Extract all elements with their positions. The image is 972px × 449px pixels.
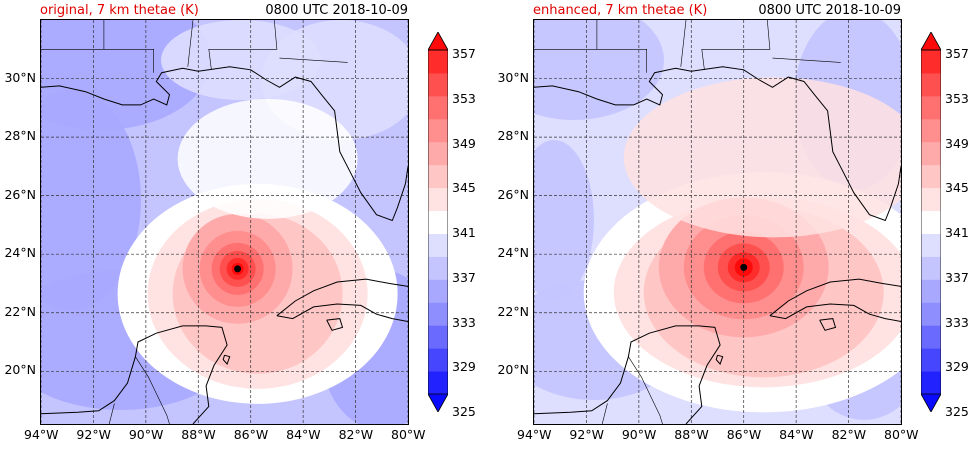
colorbar-tick-label: 357 (452, 46, 476, 62)
colorbar-tick-label: 337 (945, 269, 969, 285)
panel-title: enhanced, 7 km thetae (K) (533, 3, 708, 18)
storm-center-marker (740, 263, 748, 271)
lon-tick-label: 80°W (884, 427, 919, 442)
colorbar-tick-label: 325 (452, 404, 476, 419)
lon-tick-label: 86°W (726, 427, 762, 442)
lon-tick-label: 86°W (233, 427, 269, 442)
colorbar-tick-label: 333 (452, 314, 476, 330)
lat-tick-label: 28°N (497, 128, 529, 144)
colorbar-tick-label: 353 (945, 91, 969, 107)
map-enhanced (533, 19, 902, 425)
lat-tick-label: 22°N (497, 303, 529, 319)
colorbar-tick-label: 345 (945, 180, 969, 196)
colorbar-tick-label: 329 (945, 359, 969, 375)
colorbar-tick-label: 353 (452, 91, 476, 107)
lat-tick-label: 26°N (4, 186, 36, 202)
lat-tick-label: 20°N (4, 362, 36, 378)
lat-tick-label: 24°N (497, 245, 529, 261)
panel-enhanced: enhanced, 7 km thetae (K) 0800 UTC 2018-… (493, 0, 972, 449)
lat-tick-label: 20°N (497, 362, 529, 378)
lat-tick-label: 24°N (4, 245, 36, 261)
colorbar-tick-label: 333 (945, 314, 969, 330)
colorbar-tick-label: 345 (452, 180, 476, 196)
colorbar-tick-label: 357 (945, 46, 969, 62)
panel-title: original, 7 km thetae (K) (40, 3, 199, 18)
colorbar-tick-label: 349 (945, 135, 969, 151)
lon-tick-label: 92°W (569, 427, 604, 442)
colorbar-tick-label: 337 (452, 269, 476, 285)
lon-tick-label: 92°W (76, 427, 111, 442)
colorbar-tick-label: 341 (452, 225, 476, 241)
lat-tick-label: 30°N (497, 69, 529, 85)
lon-tick-label: 82°W (831, 427, 867, 442)
colorbar-tick-label: 325 (945, 404, 969, 419)
panel-time: 0800 UTC 2018-10-09 (758, 3, 901, 18)
lat-tick-label: 30°N (4, 69, 36, 85)
lon-tick-label: 94°W (24, 427, 59, 442)
lon-tick-label: 84°W (779, 427, 814, 442)
lon-tick-label: 82°W (338, 427, 374, 442)
lon-tick-label: 94°W (517, 427, 552, 442)
lon-tick-label: 90°W (128, 427, 164, 442)
storm-center-marker (234, 265, 242, 273)
panel-original: original, 7 km thetae (K) 0800 UTC 2018-… (4, 3, 476, 442)
colorbar (921, 32, 941, 412)
lon-tick-label: 88°W (181, 427, 216, 442)
lon-tick-label: 90°W (621, 427, 657, 442)
colorbar-tick-label: 329 (452, 359, 476, 375)
colorbar-tick-label: 349 (452, 135, 476, 151)
lat-tick-label: 22°N (4, 303, 36, 319)
lon-tick-label: 88°W (674, 427, 709, 442)
lat-tick-label: 26°N (497, 186, 529, 202)
map-original (40, 19, 409, 425)
lon-tick-label: 80°W (391, 427, 426, 442)
colorbar (428, 32, 448, 412)
panel-time: 0800 UTC 2018-10-09 (265, 3, 408, 18)
colorbar-tick-label: 341 (945, 225, 969, 241)
lon-tick-label: 84°W (286, 427, 321, 442)
lat-tick-label: 28°N (4, 128, 36, 144)
